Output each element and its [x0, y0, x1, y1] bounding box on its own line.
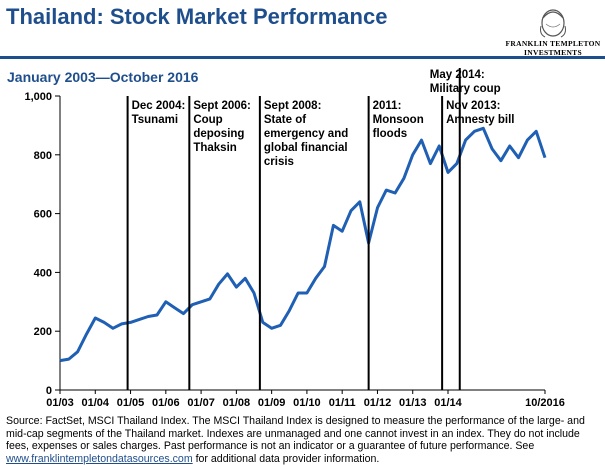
x-tick-label: 01/11 — [329, 397, 356, 409]
source-note: Source: FactSet, MSCI Thailand Index. Th… — [6, 415, 602, 465]
logo-text-line1: FRANKLIN TEMPLETON — [505, 39, 601, 48]
x-tick-label: 01/05 — [117, 397, 145, 409]
event-label: State of — [264, 114, 306, 126]
y-tick-label: 1,000 — [24, 91, 52, 103]
x-tick-label: 01/08 — [223, 397, 251, 409]
header-rule — [0, 56, 605, 59]
index-series-line — [59, 126, 547, 363]
event-label: May 2014: — [430, 69, 485, 81]
x-tick-label: 01/13 — [399, 397, 427, 409]
x-tick-label: 01/12 — [364, 397, 392, 409]
event-label: Dec 2004: — [132, 100, 186, 112]
event-label: Sept 2006: — [193, 100, 251, 112]
event-label: deposing — [193, 128, 244, 140]
x-tick-label: 01/09 — [258, 397, 286, 409]
event-label: Monsoon — [373, 114, 424, 126]
y-tick-label: 200 — [34, 326, 52, 338]
date-range-subtitle: January 2003—October 2016 — [7, 69, 199, 85]
x-tick-label: 01/04 — [82, 397, 110, 409]
event-label: crisis — [264, 156, 294, 168]
y-tick-label: 800 — [34, 150, 52, 162]
brand-logo: FRANKLIN TEMPLETON INVESTMENTS — [505, 4, 601, 58]
event-label: 2011: — [373, 100, 402, 112]
event-label: global financial — [264, 142, 348, 154]
source-link-suffix: for additional data provider information… — [192, 452, 380, 465]
logo-text-line2: INVESTMENTS — [524, 48, 582, 57]
event-label: emergency and — [264, 128, 348, 140]
event-label: Tsunami — [132, 114, 178, 126]
x-tick-label: 01/07 — [187, 397, 215, 409]
franklin-portrait-icon — [540, 9, 566, 38]
data-sources-link[interactable]: www.franklintempletondatasources.com — [6, 452, 193, 465]
x-tick-label: 01/14 — [434, 397, 462, 409]
event-label: Coup — [193, 114, 222, 126]
event-label: Sept 2008: — [264, 100, 322, 112]
event-label: Thaksin — [193, 142, 236, 154]
y-tick-label: 400 — [34, 267, 52, 279]
source-text: Source: FactSet, MSCI Thailand Index. Th… — [6, 415, 585, 452]
y-tick-label: 600 — [34, 209, 52, 221]
x-tick-label: 01/06 — [152, 397, 180, 409]
event-label: Military coup — [430, 83, 501, 95]
event-label: Amnesty bill — [446, 114, 514, 126]
x-tick-label: 01/10 — [293, 397, 321, 409]
event-label: floods — [373, 128, 408, 140]
y-tick-label: 0 — [46, 385, 52, 397]
stock-performance-chart: 0 200 400 600 800 1,000 01/03 01/04 01/05 01/06 01… — [24, 68, 565, 409]
event-label: Nov 2013: — [446, 100, 500, 112]
x-tick-label: 10/2016 — [525, 397, 565, 409]
x-tick-label: 01/03 — [46, 397, 74, 409]
page-title: Thailand: Stock Market Performance — [6, 4, 388, 29]
